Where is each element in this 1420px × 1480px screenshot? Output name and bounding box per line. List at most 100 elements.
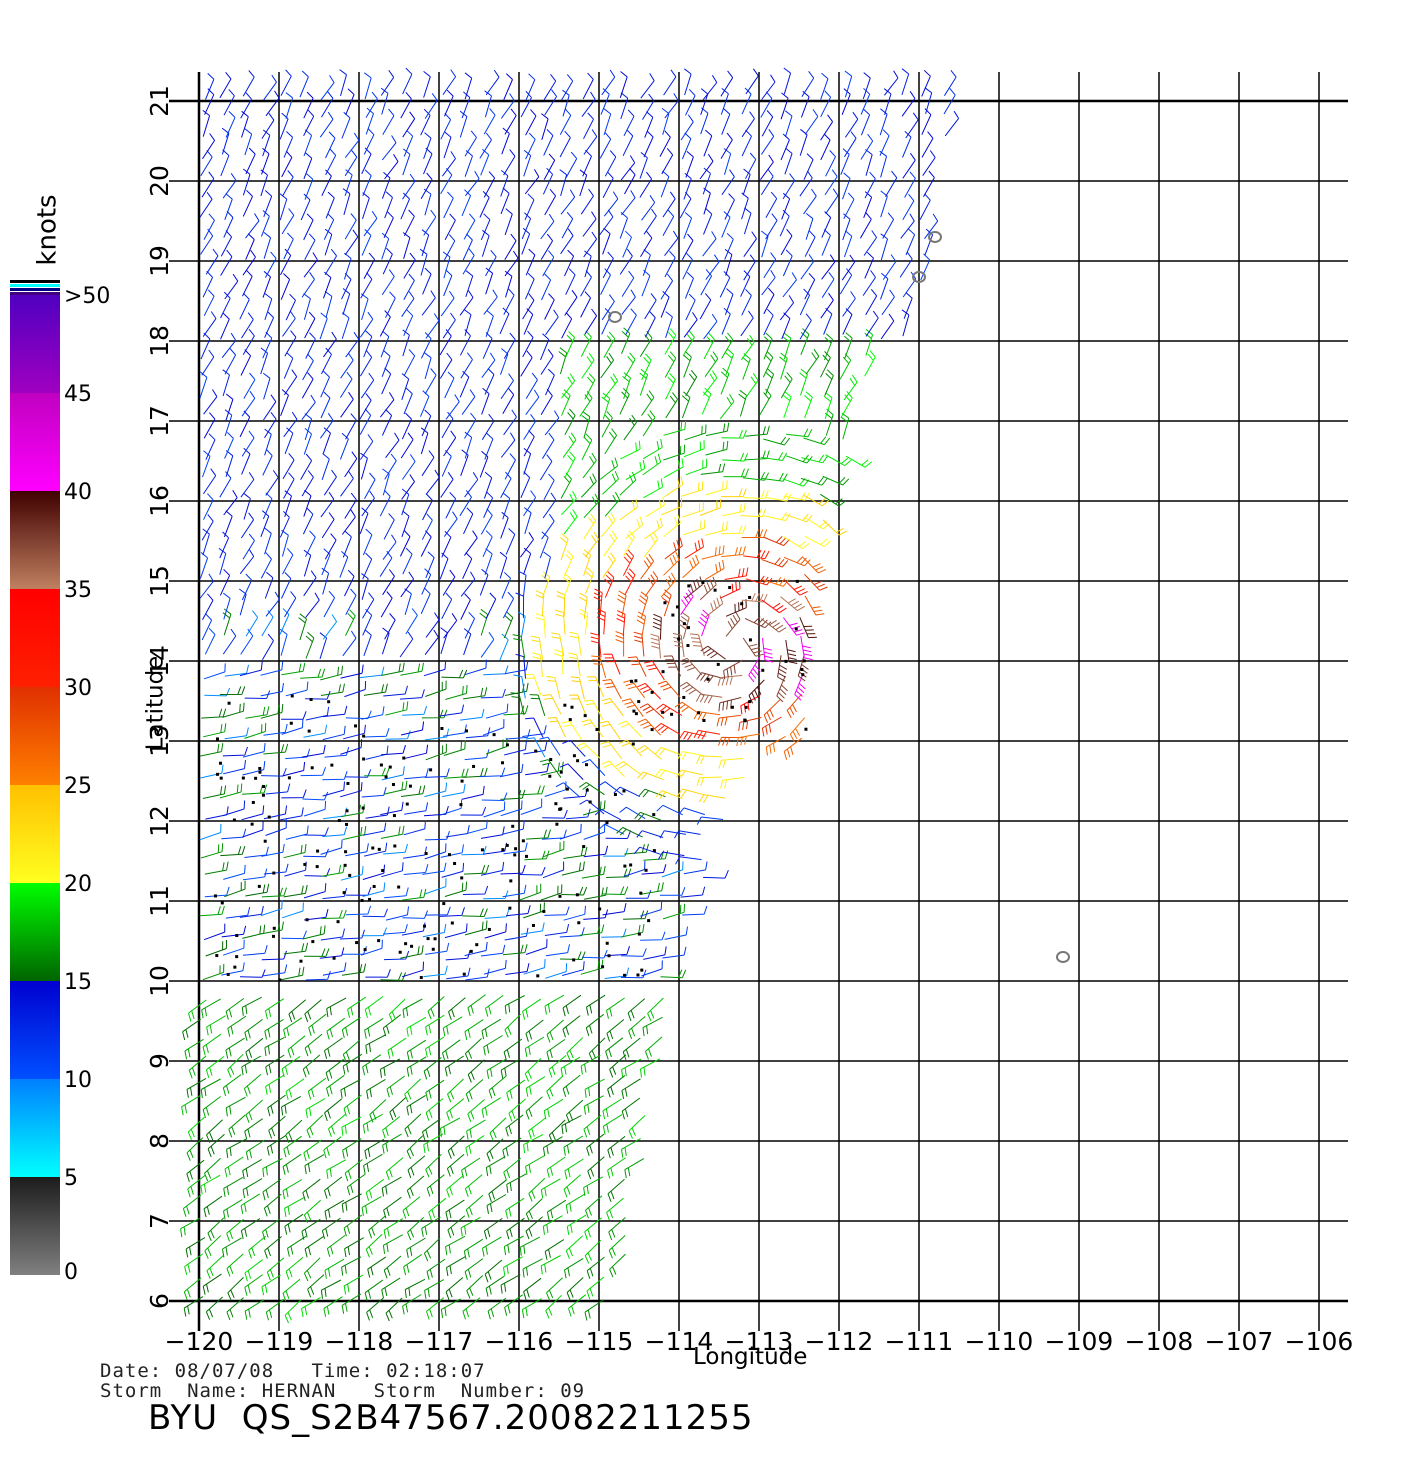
wind-barb — [541, 432, 555, 459]
wind-barb — [324, 1037, 343, 1060]
wind-barb — [384, 887, 409, 899]
wind-barb — [401, 412, 412, 440]
wind-barb — [565, 1099, 584, 1123]
wind-barb — [620, 155, 636, 181]
wind-barb — [582, 211, 597, 237]
rain-flag-marker — [582, 845, 586, 849]
wind-barb — [463, 309, 472, 336]
wind-barb — [480, 508, 493, 535]
rain-flag-marker — [661, 670, 665, 674]
wind-barb — [607, 1178, 625, 1202]
wind-barb — [406, 1094, 426, 1116]
wind-barb — [559, 533, 569, 561]
wind-barb — [620, 969, 647, 979]
wind-barb — [222, 173, 237, 199]
wind-barb — [539, 454, 553, 481]
wind-barb — [425, 1098, 444, 1121]
wind-barb — [202, 593, 214, 620]
wind-barb — [621, 1078, 641, 1099]
wind-barb — [345, 88, 355, 115]
wind-barb — [262, 1218, 281, 1241]
wind-barb — [596, 608, 606, 635]
wind-barb — [202, 468, 217, 495]
wind-barb — [543, 1098, 564, 1120]
wind-barb — [383, 843, 408, 855]
wind-barb — [464, 1258, 484, 1280]
wind-barb — [485, 249, 497, 277]
wind-barb — [518, 570, 527, 597]
wind-barb — [524, 272, 535, 300]
wind-barb — [282, 1278, 301, 1302]
wind-barb — [383, 950, 410, 961]
wind-barb — [504, 270, 513, 298]
wind-barb — [841, 254, 856, 281]
wind-barb — [404, 1278, 426, 1299]
wind-barb — [802, 556, 827, 574]
wind-barb — [383, 685, 408, 697]
rain-flag-marker — [235, 934, 239, 938]
wind-barb — [585, 1195, 603, 1219]
wind-barb — [558, 347, 568, 375]
rain-flag-marker — [235, 955, 239, 959]
wind-barb — [760, 230, 769, 258]
wind-barb — [201, 514, 214, 541]
wind-barb — [380, 972, 407, 981]
wind-barb — [223, 1176, 244, 1197]
wind-barb — [546, 1277, 563, 1301]
wind-barb — [381, 367, 392, 395]
wind-barb — [387, 1037, 407, 1059]
wind-barb — [283, 843, 307, 859]
y-tick-label: 19 — [145, 245, 174, 277]
wind-barb — [442, 784, 466, 798]
wind-barb — [701, 545, 725, 560]
wind-barb — [525, 73, 536, 101]
wind-barb — [265, 783, 291, 795]
wind-barb — [340, 471, 354, 497]
wind-barb — [200, 764, 224, 779]
rain-flag-marker — [377, 939, 381, 943]
wind-barb — [243, 372, 256, 399]
x-tick-label: −109 — [1045, 1327, 1114, 1356]
wind-barb — [440, 472, 454, 498]
wind-barb — [718, 697, 742, 712]
wind-barb — [680, 886, 706, 898]
wind-barb — [660, 572, 676, 598]
wind-barb — [226, 1297, 244, 1321]
rain-flag-marker — [453, 861, 457, 865]
wind-barb — [719, 580, 741, 599]
wind-barb — [400, 945, 424, 959]
wind-barb — [661, 147, 674, 175]
wind-barb — [222, 746, 248, 757]
wind-barb — [500, 373, 514, 400]
wind-barb — [546, 1156, 566, 1178]
wind-barb — [485, 592, 497, 620]
wind-barb — [244, 846, 269, 858]
wind-barb — [484, 1259, 503, 1283]
wind-barb — [860, 87, 871, 115]
wind-barb — [305, 592, 320, 618]
wind-barb — [263, 743, 289, 755]
wind-barb — [618, 720, 642, 738]
wind-barb — [461, 389, 476, 415]
wind-barb — [381, 862, 404, 878]
wind-barb — [644, 571, 659, 597]
wind-barb — [517, 611, 526, 639]
wind-barb — [607, 1136, 626, 1159]
wind-barb — [362, 1054, 382, 1076]
wind-barb — [640, 931, 666, 941]
wind-barb — [640, 553, 655, 580]
colorbar-cap — [10, 284, 60, 287]
wind-barb — [345, 413, 357, 440]
wind-barb — [399, 689, 425, 700]
wind-barb — [344, 1159, 363, 1182]
wind-barb — [260, 552, 272, 579]
wind-barb — [520, 350, 533, 377]
wind-barb — [442, 724, 467, 737]
wind-barb — [586, 1256, 605, 1279]
wind-barb — [605, 1037, 624, 1060]
rain-flag-marker — [505, 743, 509, 747]
rain-flag-marker — [429, 768, 433, 772]
wind-barb — [593, 588, 603, 615]
wind-barb — [484, 548, 493, 575]
wind-barb — [303, 252, 318, 278]
